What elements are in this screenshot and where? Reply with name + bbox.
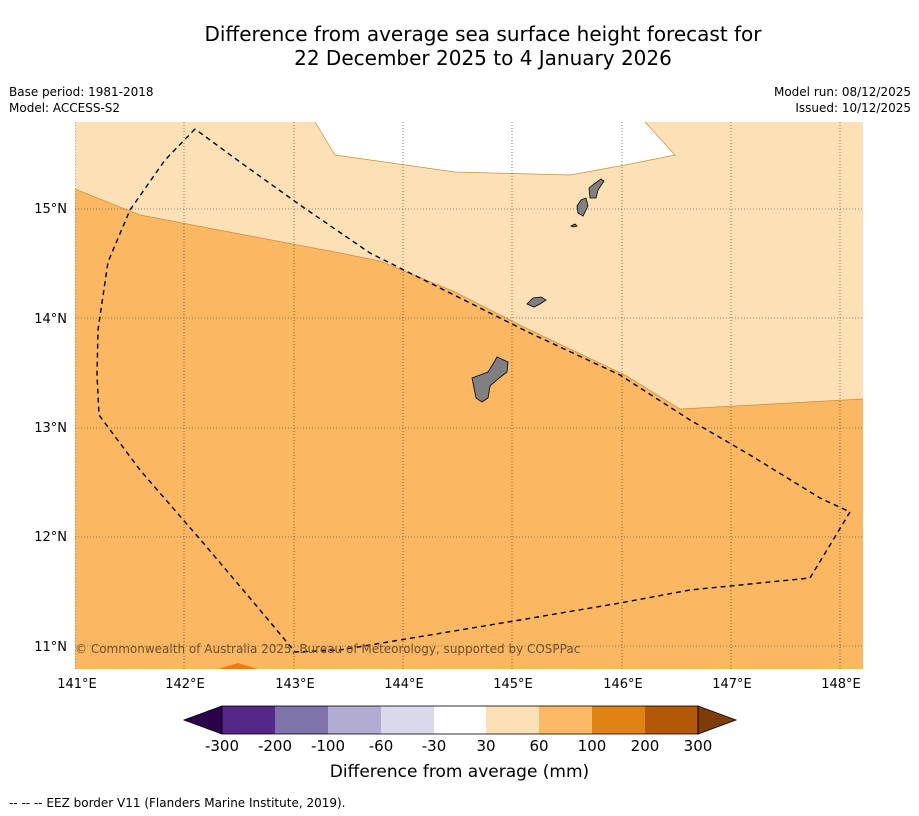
colorbar-seg-3 xyxy=(381,706,434,734)
lon-label-143: 143°E xyxy=(275,677,315,692)
lat-label-15: 15°N xyxy=(34,202,67,217)
map-title: Difference from average sea surface heig… xyxy=(0,22,919,70)
colorbar-seg-2 xyxy=(328,706,381,734)
lat-labels: 15°N 14°N 13°N 12°N 11°N xyxy=(34,202,67,655)
colorbar-seg-8 xyxy=(645,706,698,734)
lon-label-144: 144°E xyxy=(384,677,424,692)
tinian-island xyxy=(576,197,589,217)
map-plot-area: © Commonwealth of Australia 2025, Bureau… xyxy=(75,122,863,669)
gridlines xyxy=(75,122,863,669)
title-line-2: 22 December 2025 to 4 January 2026 xyxy=(294,46,672,70)
colorbar-seg-6 xyxy=(539,706,592,734)
colorbar-tick-7: 100 xyxy=(578,737,607,755)
issued-date: Issued: 10/12/2025 xyxy=(795,101,911,115)
colorbar-extend-high xyxy=(697,705,738,735)
contour-30 xyxy=(314,122,676,176)
eez-border xyxy=(96,128,852,653)
colorbar-tick-4: -30 xyxy=(422,737,447,755)
footnote-eez: -- -- -- EEZ border V11 (Flanders Marine… xyxy=(9,796,346,810)
colorbar-tick-1: -200 xyxy=(258,737,292,755)
lon-labels: 141°E 142°E 143°E 144°E 145°E 146°E 147°… xyxy=(57,677,861,692)
lon-label-145: 145°E xyxy=(493,677,533,692)
colorbar-tick-9: 300 xyxy=(684,737,713,755)
lat-label-11: 11°N xyxy=(34,640,67,655)
meta-left: Base period: 1981-2018 Model: ACCESS-S2 xyxy=(9,84,154,116)
band-30-60 xyxy=(75,122,863,409)
colorbar-seg-7 xyxy=(592,706,645,734)
colorbar-seg-0 xyxy=(222,706,275,734)
base-period: Base period: 1981-2018 xyxy=(9,85,154,99)
colorbar: -300 -200 -100 -60 -30 30 60 100 200 300 xyxy=(182,705,738,755)
lon-label-147: 147°E xyxy=(712,677,752,692)
colorbar-tick-2: -100 xyxy=(311,737,345,755)
contour-60 xyxy=(75,188,863,410)
land-masses xyxy=(471,178,605,403)
model-name: Model: ACCESS-S2 xyxy=(9,101,121,115)
colorbar-seg-5 xyxy=(486,706,539,734)
colorbar-extend-low xyxy=(182,705,223,735)
copyright-text: © Commonwealth of Australia 2025, Bureau… xyxy=(75,642,580,656)
colorbar-outline xyxy=(221,705,699,735)
lon-label-146: 146°E xyxy=(603,677,643,692)
band-100-200 xyxy=(218,663,258,669)
model-run: Model run: 08/12/2025 xyxy=(773,85,911,99)
lat-label-13: 13°N xyxy=(34,421,67,436)
colorbar-tick-5: 30 xyxy=(476,737,495,755)
colorbar-tick-3: -60 xyxy=(369,737,394,755)
colorbar-tick-8: 200 xyxy=(631,737,660,755)
band-neutral xyxy=(315,122,675,175)
colorbar-seg-1 xyxy=(275,706,328,734)
guam-island xyxy=(471,356,509,403)
colorbar-label: Difference from average (mm) xyxy=(329,762,590,782)
saipan-island xyxy=(588,178,605,199)
title-line-1: Difference from average sea surface heig… xyxy=(204,22,762,46)
colorbar-tick-6: 60 xyxy=(529,737,548,755)
lon-label-141: 141°E xyxy=(57,677,97,692)
lon-label-148: 148°E xyxy=(821,677,861,692)
colorbar-tick-0: -300 xyxy=(205,737,239,755)
aguijan-island xyxy=(570,223,578,228)
rota-island xyxy=(526,296,547,308)
lat-label-12: 12°N xyxy=(34,530,67,545)
lat-label-14: 14°N xyxy=(34,312,67,327)
colorbar-seg-4 xyxy=(434,706,486,734)
lon-label-142: 142°E xyxy=(165,677,205,692)
meta-right: Model run: 08/12/2025 Issued: 10/12/2025 xyxy=(774,84,911,116)
